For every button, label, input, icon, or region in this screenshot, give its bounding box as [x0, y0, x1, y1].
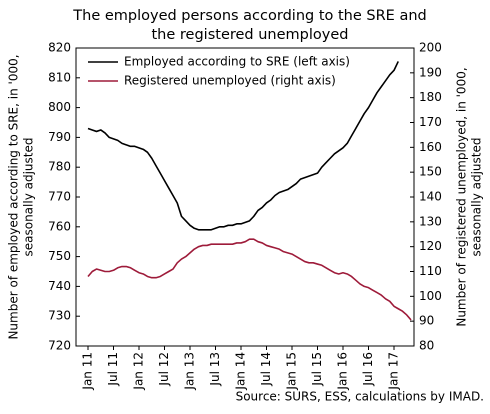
y2-tick-label: 130	[419, 214, 442, 228]
y2-tick-label: 80	[419, 339, 434, 353]
y2-tick-label: 170	[419, 115, 442, 129]
x-tick-label: Jan 14	[234, 352, 248, 391]
x-tick-label: Jul 11	[106, 352, 120, 387]
y-tick-label: 760	[48, 219, 71, 233]
y-axis-label: seasonally adjusted	[22, 138, 36, 257]
y2-axis-label: seasonally adjusted	[470, 138, 484, 257]
x-tick-label: Jan 12	[132, 352, 146, 391]
y-tick-label: 800	[48, 100, 71, 114]
x-tick-label: Jan 17	[387, 352, 401, 391]
y-tick-label: 730	[48, 309, 71, 323]
y-tick-label: 790	[48, 130, 71, 144]
plot-frame	[75, 47, 415, 347]
y-tick-label: 770	[48, 190, 71, 204]
y-tick-label: 820	[48, 41, 71, 55]
y2-tick-label: 120	[419, 239, 442, 253]
y2-tick-label: 140	[419, 190, 442, 204]
y2-tick-label: 160	[419, 140, 442, 154]
legend-label: Employed according to SRE (left axis)	[124, 55, 350, 69]
y2-tick-label: 180	[419, 90, 442, 104]
y-tick-label: 720	[48, 339, 71, 353]
y-tick-label: 810	[48, 70, 71, 84]
x-tick-label: Jan 16	[336, 352, 350, 391]
chart-title: The employed persons according to the SR…	[72, 8, 426, 24]
y2-tick-label: 90	[419, 314, 434, 328]
chart-title: the registered unemployed	[152, 27, 349, 43]
x-tick-label: Jan 13	[183, 352, 197, 391]
y-tick-label: 780	[48, 160, 71, 174]
y-axis-label: Number of employed according to SRE, in …	[7, 54, 21, 339]
x-tick-label: Jul 16	[361, 352, 375, 387]
x-tick-label: Jul 15	[310, 352, 324, 387]
y-tick-label: 750	[48, 249, 71, 263]
x-tick-label: Jul 14	[259, 352, 273, 387]
y2-tick-label: 110	[419, 264, 442, 278]
x-tick-label: Jan 11	[81, 352, 95, 391]
y-tick-label: 740	[48, 279, 71, 293]
y2-axis-label: Number of registered unemployed, in '000…	[455, 67, 469, 326]
x-tick-label: Jan 15	[285, 352, 299, 391]
x-tick-label: Jul 13	[208, 352, 222, 387]
y2-tick-label: 150	[419, 165, 442, 179]
series-line	[87, 61, 399, 231]
x-tick-label: Jul 12	[157, 352, 171, 387]
series-line	[87, 238, 412, 321]
legend-label: Registered unemployed (right axis)	[124, 74, 336, 88]
y2-tick-label: 200	[419, 41, 442, 55]
source-note: Source: SURS, ESS, calculations by IMAD.	[236, 390, 484, 404]
y2-tick-label: 100	[419, 289, 442, 303]
y2-tick-label: 190	[419, 65, 442, 79]
